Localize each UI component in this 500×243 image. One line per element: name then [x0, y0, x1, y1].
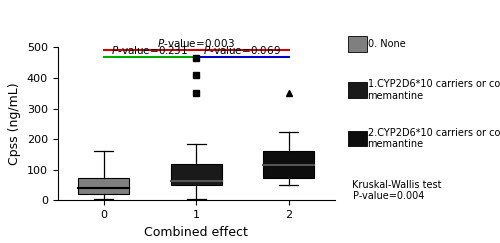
Text: $\it{P}$-value=0.003: $\it{P}$-value=0.003	[158, 37, 235, 49]
Text: 0. None: 0. None	[368, 39, 405, 49]
Text: $\it{P}$-value=0.231: $\it{P}$-value=0.231	[112, 44, 188, 56]
Text: 1.CYP2D6*10 carriers or concomitant
memantine: 1.CYP2D6*10 carriers or concomitant mema…	[368, 79, 500, 101]
Text: $\it{P}$-value=0.069: $\it{P}$-value=0.069	[204, 44, 282, 56]
Text: 2.CYP2D6*10 carriers or concomitant
memantine: 2.CYP2D6*10 carriers or concomitant mema…	[368, 128, 500, 149]
Bar	[171, 164, 222, 185]
Bar	[78, 178, 129, 194]
Text: Kruskal-Wallis test
P-value=0.004: Kruskal-Wallis test P-value=0.004	[352, 180, 442, 201]
X-axis label: Combined effect: Combined effect	[144, 226, 248, 239]
Y-axis label: Cpss (ng/mL): Cpss (ng/mL)	[8, 83, 21, 165]
Bar	[264, 151, 314, 177]
